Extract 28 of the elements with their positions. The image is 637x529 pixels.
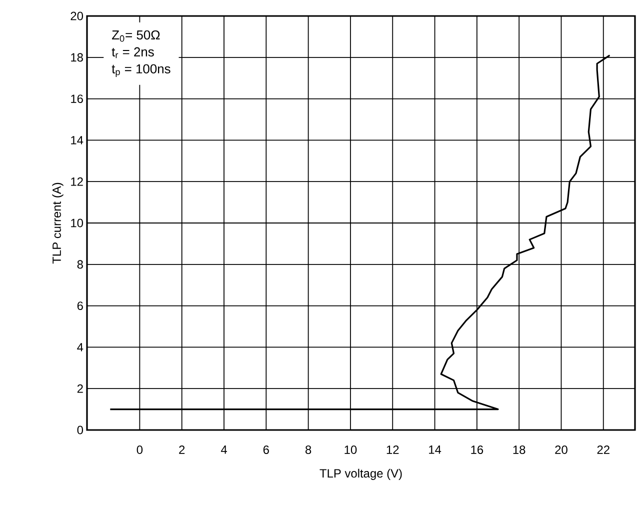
- y-axis-title: TLP current (A): [52, 182, 64, 264]
- annotation: t$_{r}$ = 2ns: [112, 47, 154, 58]
- x-tick-label: 18: [513, 446, 526, 454]
- y-tick-label: 16: [71, 94, 83, 104]
- x-axis-title: TLP voltage (V): [320, 468, 402, 480]
- y-tick-label: 18: [71, 53, 83, 62]
- x-tick-label: 6: [263, 446, 269, 454]
- x-tick-label: 8: [306, 446, 312, 454]
- annotation: Z$_{0}$= 50Ω: [112, 30, 160, 42]
- y-tick-label: 8: [77, 260, 83, 269]
- x-tick-label: 12: [386, 446, 399, 454]
- x-tick-label: 16: [471, 446, 484, 454]
- x-tick-label: 10: [344, 446, 357, 454]
- y-tick-label: 12: [71, 177, 83, 186]
- x-tick-label: 2: [179, 446, 185, 454]
- x-tick-label: 22: [597, 446, 610, 454]
- x-tick-label: 14: [429, 446, 442, 454]
- x-tick-label: 4: [220, 446, 227, 454]
- y-tick-label: 14: [71, 136, 84, 144]
- y-tick-label: 4: [77, 343, 84, 352]
- x-tick-label: 0: [136, 446, 143, 454]
- y-tick-label: 10: [71, 218, 84, 228]
- y-tick-label: 0: [77, 426, 84, 434]
- y-tick-label: 6: [77, 302, 83, 310]
- y-tick-label: 20: [70, 12, 84, 20]
- y-tick-label: 2: [77, 384, 83, 393]
- annotation: t$_{p}$ = 100ns: [112, 64, 170, 77]
- x-tick-label: 20: [555, 446, 568, 454]
